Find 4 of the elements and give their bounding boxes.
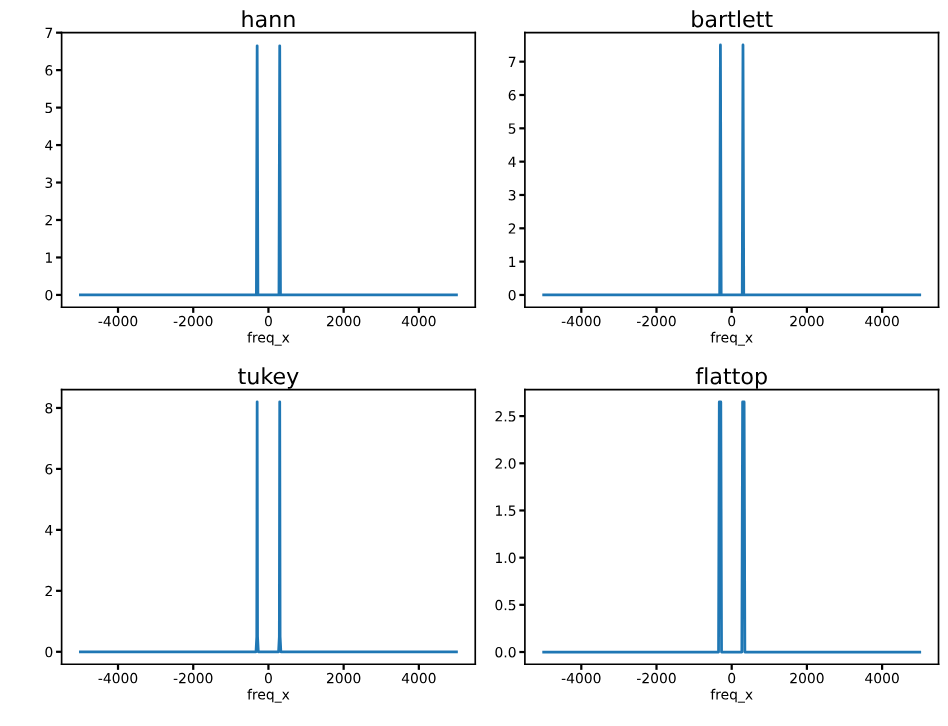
chart-title: bartlett [692, 10, 773, 28]
chart-title: tukey [238, 367, 299, 389]
chart-title: hann [242, 10, 295, 28]
chart-title: flattop [695, 367, 767, 389]
